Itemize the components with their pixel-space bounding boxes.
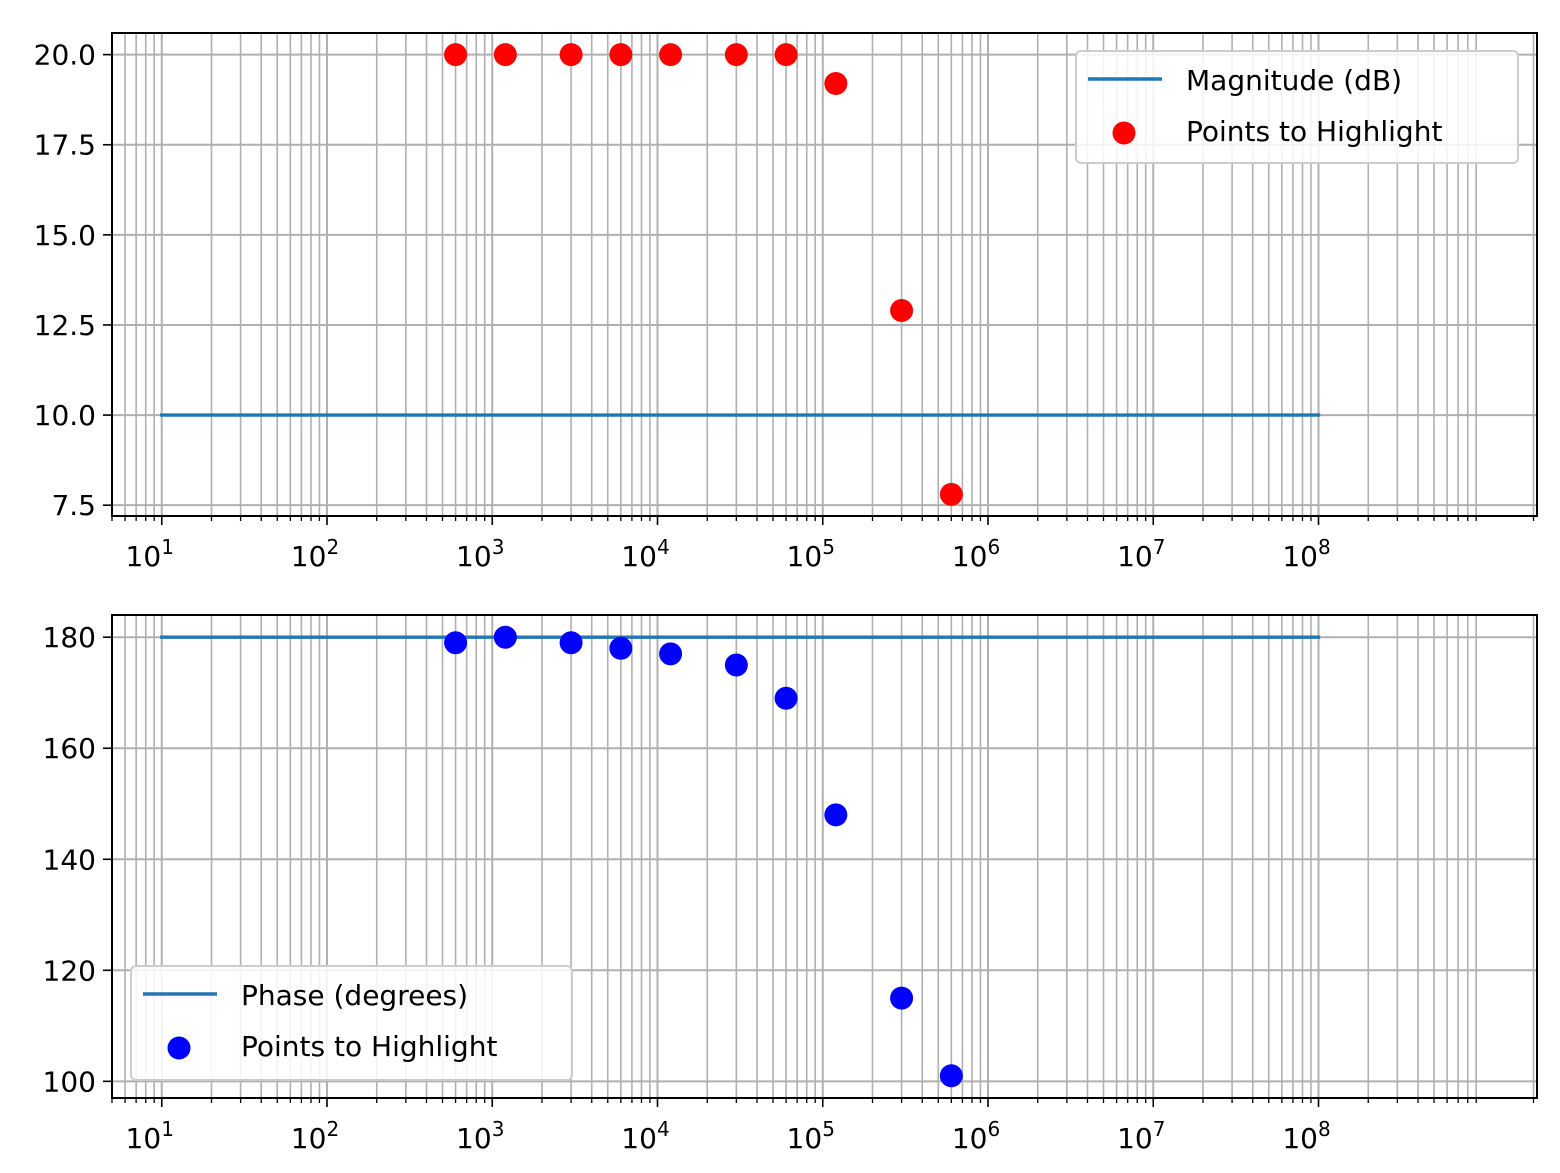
legend: Magnitude (dB) Points to Highlight xyxy=(1075,50,1519,164)
x-tick-exponent: 4 xyxy=(657,535,670,559)
x-tick-exponent: 5 xyxy=(822,1117,835,1141)
x-tick-label: 103 xyxy=(456,1117,504,1155)
y-tick-label: 10.0 xyxy=(34,399,96,432)
y-tick-label: 15.0 xyxy=(34,219,96,252)
magnitude-plot: 101 102 103 104 105 106 107 108 7.5 10.0 12.5 15.0 1… xyxy=(34,32,1538,573)
x-tick-label: 107 xyxy=(1117,535,1165,573)
x-tick-exponent: 5 xyxy=(822,535,835,559)
x-tick-exponent: 2 xyxy=(326,535,339,559)
scatter-point xyxy=(890,299,914,323)
x-tick-label: 101 xyxy=(126,535,174,573)
legend-line-label: Phase (degrees) xyxy=(241,979,468,1012)
scatter-point xyxy=(774,686,798,710)
scatter-point xyxy=(824,71,848,95)
y-tick-label: 12.5 xyxy=(34,309,96,342)
scatter-point xyxy=(939,482,963,506)
x-tick-exponent: 3 xyxy=(492,535,505,559)
x-tick-exponent: 1 xyxy=(161,1117,174,1141)
y-tick-label: 100 xyxy=(43,1065,96,1098)
scatter-point xyxy=(939,1064,963,1088)
phase-plot: 101 102 103 104 105 106 107 108 100 120 140 160 180 P… xyxy=(43,614,1538,1155)
x-tick-label: 106 xyxy=(952,535,1000,573)
x-tick-exponent: 3 xyxy=(492,1117,505,1141)
scatter-point xyxy=(724,43,748,67)
legend-scatter-swatch xyxy=(1112,121,1136,145)
legend-scatter-swatch xyxy=(167,1036,191,1060)
y-tick-label: 140 xyxy=(43,843,96,876)
scatter-point xyxy=(609,43,633,67)
axes-frame xyxy=(111,614,1538,1099)
x-tick-exponent: 2 xyxy=(326,1117,339,1141)
x-tick-label: 101 xyxy=(126,1117,174,1155)
scatter-point xyxy=(890,986,914,1010)
x-tick-exponent: 8 xyxy=(1318,535,1331,559)
x-tick-exponent: 7 xyxy=(1153,535,1166,559)
axes-frame xyxy=(111,32,1538,517)
legend-line-label: Magnitude (dB) xyxy=(1186,64,1402,97)
x-tick-exponent: 7 xyxy=(1153,1117,1166,1141)
scatter-point xyxy=(824,803,848,827)
scatter-point xyxy=(559,631,583,655)
y-tick-label: 7.5 xyxy=(51,489,96,522)
x-tick-label: 108 xyxy=(1282,1117,1330,1155)
x-tick-exponent: 4 xyxy=(657,1117,670,1141)
y-tick-label: 17.5 xyxy=(34,129,96,162)
x-tick-label: 102 xyxy=(291,535,339,573)
scatter-point xyxy=(609,636,633,660)
legend: Phase (degrees) Points to Highlight xyxy=(130,965,573,1081)
legend-box xyxy=(1075,50,1519,164)
x-tick-label: 103 xyxy=(456,535,504,573)
x-tick-label: 106 xyxy=(952,1117,1000,1155)
x-tick-label: 102 xyxy=(291,1117,339,1155)
scatter-point xyxy=(444,631,468,655)
x-tick-label: 108 xyxy=(1282,535,1330,573)
x-tick-label: 104 xyxy=(621,535,669,573)
y-tick-label: 180 xyxy=(43,621,96,654)
y-tick-label: 20.0 xyxy=(34,39,96,72)
x-tick-label: 105 xyxy=(787,535,835,573)
scatter-point xyxy=(444,43,468,67)
x-tick-label: 105 xyxy=(787,1117,835,1155)
x-tick-exponent: 8 xyxy=(1318,1117,1331,1141)
scatter-point xyxy=(493,625,517,649)
x-tick-label: 104 xyxy=(621,1117,669,1155)
x-tick-exponent: 6 xyxy=(987,535,1000,559)
y-tick-label: 160 xyxy=(43,732,96,765)
x-tick-exponent: 6 xyxy=(987,1117,1000,1141)
legend-box xyxy=(130,965,573,1081)
legend-scatter-label: Points to Highlight xyxy=(1186,115,1442,148)
scatter-point xyxy=(659,642,683,666)
y-tick-label: 120 xyxy=(43,954,96,987)
x-tick-exponent: 1 xyxy=(161,535,174,559)
scatter-point xyxy=(493,43,517,67)
x-tick-label: 107 xyxy=(1117,1117,1165,1155)
scatter-point xyxy=(724,653,748,677)
scatter-point xyxy=(774,43,798,67)
legend-scatter-label: Points to Highlight xyxy=(241,1030,497,1063)
scatter-point xyxy=(559,43,583,67)
scatter-point xyxy=(659,43,683,67)
